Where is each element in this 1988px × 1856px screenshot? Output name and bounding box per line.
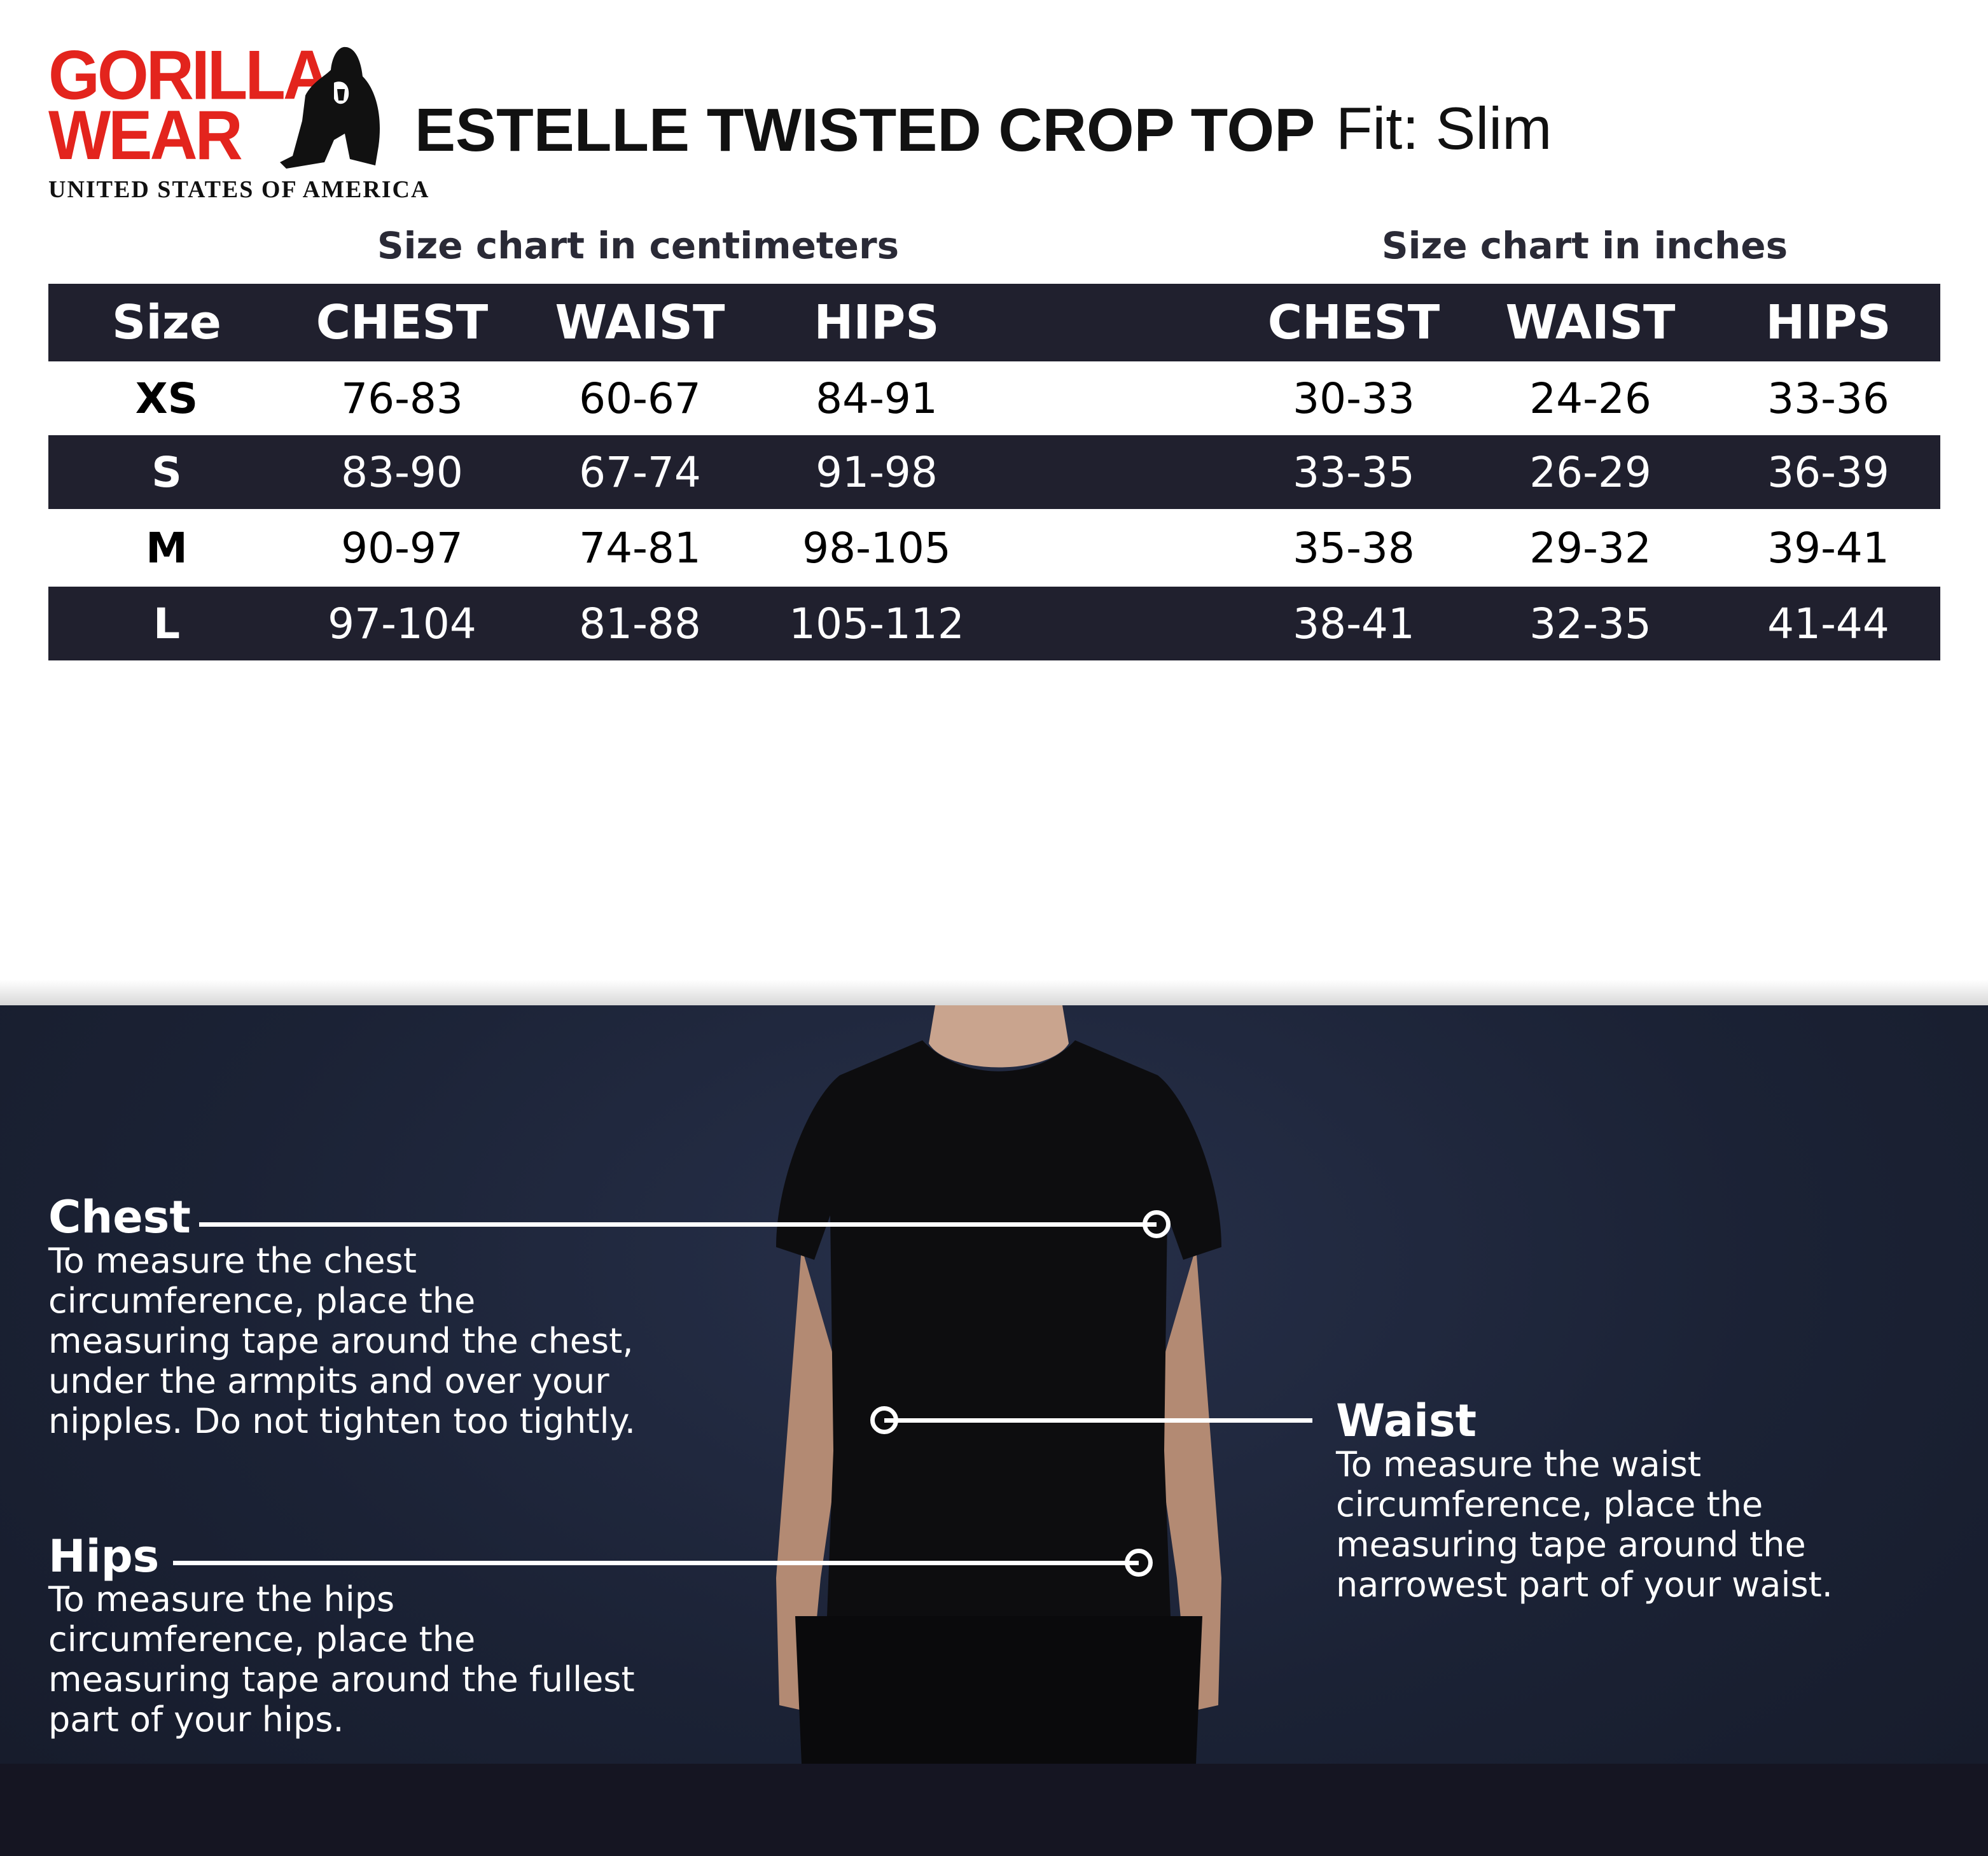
cell-chest-cm: 83-90 bbox=[341, 447, 463, 497]
cell-hips-in: 33-36 bbox=[1767, 373, 1889, 423]
cell-waist-in: 26-29 bbox=[1529, 447, 1651, 497]
cell-chest-cm: 90-97 bbox=[341, 523, 463, 573]
hips-heading: Hips bbox=[48, 1530, 160, 1582]
cell-chest-cm: 76-83 bbox=[341, 373, 463, 423]
size-table: Size CHEST WAIST HIPS CHEST WAIST HIPS XS 76-83 6… bbox=[48, 284, 1940, 660]
cell-waist-in: 29-32 bbox=[1529, 523, 1651, 573]
subtitle-cm: Size chart in centimeters bbox=[377, 224, 900, 267]
cell-waist-in: 24-26 bbox=[1529, 373, 1651, 423]
cell-chest-in: 38-41 bbox=[1293, 599, 1415, 648]
cell-size: S bbox=[151, 447, 182, 497]
waist-heading: Waist bbox=[1336, 1395, 1477, 1447]
logo-subtitle: UNITED STATES OF AMERICA bbox=[48, 176, 430, 203]
cell-size: M bbox=[146, 523, 188, 573]
waist-line bbox=[884, 1418, 1312, 1423]
table-row: L 97-104 81-88 105-112 38-41 32-35 41-44 bbox=[48, 587, 1940, 660]
cell-waist-cm: 60-67 bbox=[579, 373, 701, 423]
bottom-band bbox=[0, 1764, 1988, 1856]
cell-hips-cm: 105-112 bbox=[789, 599, 964, 648]
cell-hips-cm: 91-98 bbox=[816, 447, 938, 497]
header-waist-in: WAIST bbox=[1505, 295, 1676, 350]
cell-waist-cm: 81-88 bbox=[579, 599, 701, 648]
cell-chest-in: 35-38 bbox=[1293, 523, 1415, 573]
hips-description: To measure the hips circumference, place… bbox=[48, 1579, 635, 1740]
chest-heading: Chest bbox=[48, 1191, 191, 1243]
chest-line bbox=[199, 1222, 1157, 1227]
cell-chest-in: 33-35 bbox=[1293, 447, 1415, 497]
divider-shadow bbox=[0, 980, 1988, 1005]
header-chest-cm: CHEST bbox=[316, 295, 489, 350]
table-row: M 90-97 74-81 98-105 35-38 29-32 39-41 bbox=[48, 509, 1940, 587]
hips-line bbox=[173, 1561, 1139, 1565]
product-title: ESTELLE TWISTED CROP TOP bbox=[415, 96, 1316, 164]
table-header: Size CHEST WAIST HIPS CHEST WAIST HIPS bbox=[48, 284, 1940, 361]
hips-marker bbox=[1125, 1549, 1153, 1577]
chest-description: To measure the chest circumference, plac… bbox=[48, 1241, 636, 1441]
cell-chest-in: 30-33 bbox=[1293, 373, 1415, 423]
chest-marker bbox=[1143, 1210, 1171, 1238]
fit-label: Fit: Slim bbox=[1336, 95, 1552, 162]
model-figure bbox=[776, 1005, 1221, 1764]
gorilla-icon bbox=[280, 46, 380, 169]
cell-hips-cm: 84-91 bbox=[816, 373, 938, 423]
cell-hips-in: 39-41 bbox=[1767, 523, 1889, 573]
header-chest-in: CHEST bbox=[1267, 295, 1440, 350]
cell-waist-cm: 74-81 bbox=[579, 523, 701, 573]
table-row: XS 76-83 60-67 84-91 30-33 24-26 33-36 bbox=[48, 361, 1940, 435]
cell-waist-cm: 67-74 bbox=[579, 447, 701, 497]
cell-hips-cm: 98-105 bbox=[802, 523, 951, 573]
cell-chest-cm: 97-104 bbox=[328, 599, 476, 648]
header-size: Size bbox=[112, 295, 221, 350]
cell-hips-in: 36-39 bbox=[1767, 447, 1889, 497]
header-waist-cm: WAIST bbox=[555, 295, 725, 350]
cell-hips-in: 41-44 bbox=[1767, 599, 1889, 648]
header-hips-in: HIPS bbox=[1765, 295, 1891, 350]
logo-wordmark: GORILLA WEAR bbox=[48, 36, 331, 175]
waist-description: To measure the waist circumference, plac… bbox=[1336, 1444, 1833, 1605]
subtitle-inches: Size chart in inches bbox=[1381, 224, 1788, 267]
cell-size: XS bbox=[135, 373, 198, 423]
header-hips-cm: HIPS bbox=[814, 295, 940, 350]
cell-size: L bbox=[153, 599, 181, 648]
cell-waist-in: 32-35 bbox=[1529, 599, 1651, 648]
waist-marker bbox=[870, 1406, 898, 1434]
table-row: S 83-90 67-74 91-98 33-35 26-29 36-39 bbox=[48, 435, 1940, 509]
